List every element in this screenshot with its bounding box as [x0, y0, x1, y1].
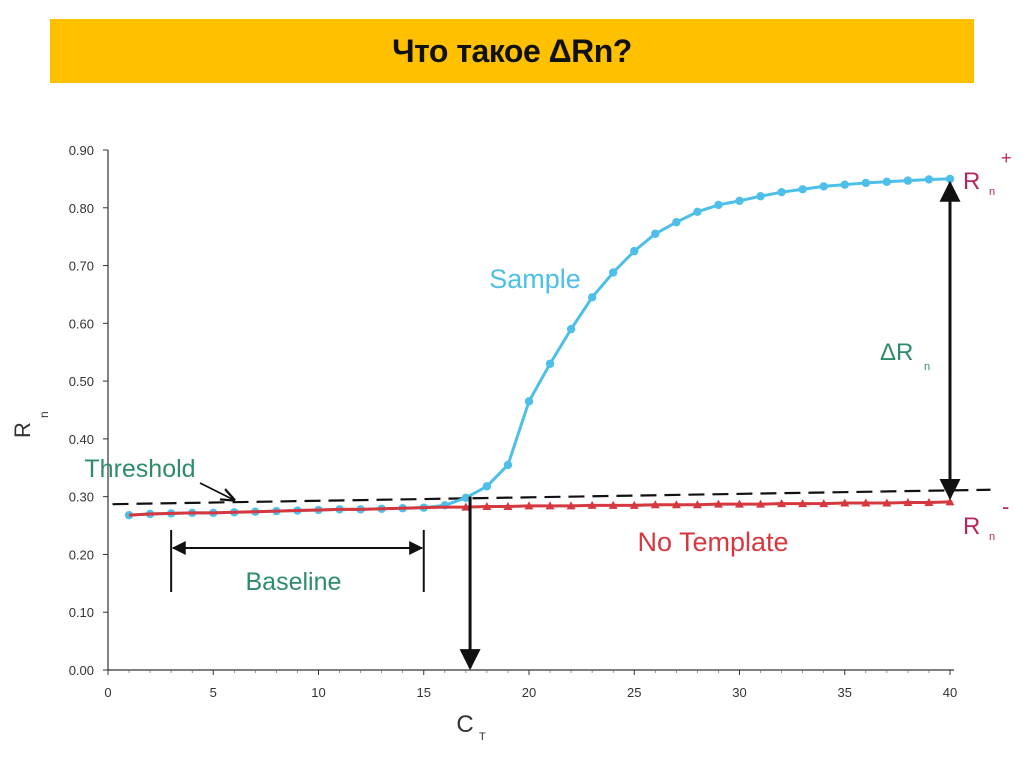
rn-plus-label-sup: +	[1001, 148, 1012, 168]
y-tick-label: 0.40	[69, 432, 94, 447]
no-template-point	[671, 500, 681, 509]
baseline-label: Baseline	[245, 568, 341, 596]
delta-rn-label-sub: n	[924, 361, 930, 373]
no-template-point	[566, 501, 576, 510]
sample-point	[777, 187, 786, 197]
x-tick-label: 5	[210, 685, 217, 700]
x-tick-label: 40	[943, 685, 957, 700]
no-template-point	[650, 500, 660, 509]
no-template-point	[945, 497, 955, 506]
sample-point	[482, 482, 492, 491]
no-template-point	[629, 500, 639, 509]
no-template-series-line	[128, 500, 951, 517]
delta-rn-label: ΔR	[880, 339, 913, 366]
threshold-layer	[112, 488, 991, 506]
rn-plus-label-sub: n	[989, 186, 995, 198]
sample-point	[714, 200, 723, 210]
y-tick-label: 0.70	[69, 259, 94, 274]
sample-point	[903, 176, 913, 185]
no-template-point	[713, 499, 723, 508]
y-tick-label: 0.60	[69, 316, 94, 331]
y-tick-label: 0.50	[69, 374, 94, 389]
no-template-point	[735, 499, 744, 508]
sample-point	[609, 268, 618, 277]
sample-point	[861, 178, 870, 188]
no-template-point	[482, 501, 492, 510]
sample-point	[587, 293, 597, 302]
no-template-series-label: No Template	[637, 527, 788, 557]
chart-axes: 0.00 0.10 0.20 0.30 0.40 0.50 0.60 0.70 0.80 0.90…	[10, 143, 957, 743]
sample-series-line	[128, 177, 951, 517]
sample-point	[798, 185, 807, 194]
y-axis-label-sub: n	[37, 411, 51, 418]
y-tick-label: 0.80	[69, 201, 94, 216]
x-tick-label: 0	[104, 685, 111, 700]
sample-series-label: Sample	[489, 264, 581, 294]
sample-point	[840, 180, 849, 189]
no-template-point	[840, 498, 850, 507]
sample-point	[503, 460, 513, 470]
x-tick-label: 25	[627, 685, 641, 700]
sample-point	[566, 324, 576, 334]
sample-point	[545, 359, 555, 368]
x-tick-label: 20	[522, 685, 536, 700]
no-template-point	[503, 501, 513, 510]
rn-minus-label: R	[963, 513, 980, 540]
no-template-point	[903, 497, 913, 506]
x-tick-label: 35	[838, 685, 852, 700]
x-axis-label: C	[456, 711, 473, 738]
no-template-point	[798, 499, 808, 508]
y-tick-label: 0.20	[69, 547, 94, 562]
sample-point	[882, 177, 892, 186]
no-template-point	[524, 501, 534, 510]
no-template-point	[924, 497, 934, 506]
threshold-pointer-arrow	[199, 482, 234, 500]
threshold-label: Threshold	[84, 455, 195, 483]
sample-point	[524, 397, 534, 406]
slide-title: Что такое ΔRn?	[392, 32, 632, 69]
sample-point	[630, 246, 639, 256]
sample-point	[756, 192, 765, 201]
sample-point	[672, 218, 681, 227]
sample-point	[819, 182, 828, 191]
no-template-point	[756, 499, 766, 508]
x-tick-label: 30	[732, 685, 746, 700]
sample-point	[651, 229, 660, 238]
y-tick-label: 0.10	[69, 605, 94, 620]
x-tick-label: 10	[311, 685, 325, 700]
no-template-point	[545, 501, 555, 510]
sample-point	[693, 207, 702, 217]
no-template-point	[777, 499, 787, 508]
series-layer	[124, 174, 955, 520]
rn-minus-label-sup: -	[1002, 494, 1009, 519]
title-bar: Что такое ΔRn?	[50, 19, 974, 83]
x-tick-label: 15	[417, 685, 431, 700]
no-template-point	[692, 500, 702, 509]
no-template-point	[882, 498, 892, 507]
rn-plus-label: R	[963, 168, 980, 195]
y-tick-label: 0.30	[69, 490, 94, 505]
y-axis-label: R	[10, 422, 35, 438]
x-axis-label-sub: T	[479, 731, 486, 743]
sample-point	[735, 196, 744, 206]
sample-point	[924, 175, 934, 184]
no-template-point	[608, 500, 618, 509]
threshold-line	[112, 488, 991, 506]
no-template-point	[861, 498, 871, 507]
y-tick-label: 0.90	[69, 143, 94, 158]
sample-point	[945, 174, 955, 184]
no-template-point	[819, 499, 829, 508]
rn-minus-label-sub: n	[989, 531, 995, 543]
no-template-point	[587, 500, 597, 509]
sample-point	[461, 493, 471, 503]
y-tick-label: 0.00	[69, 663, 94, 678]
no-template-point	[461, 502, 471, 511]
